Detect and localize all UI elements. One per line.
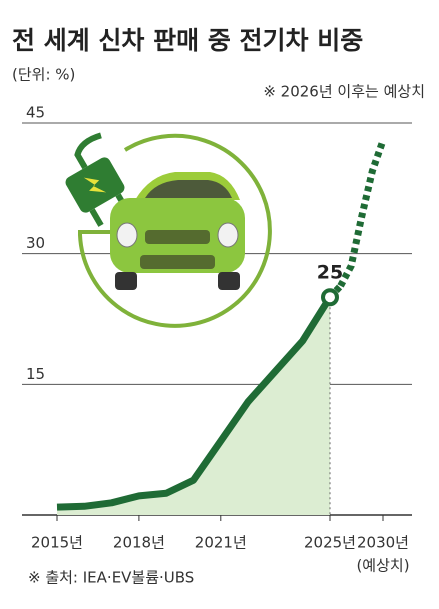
note: ※ 2026년 이후는 예상치 xyxy=(263,83,425,101)
forecast-line xyxy=(337,139,387,288)
chart-title: 전 세계 신차 판매 중 전기차 비중 xyxy=(12,26,363,55)
x-tick-label: 2015년 xyxy=(31,534,83,552)
y-tick-label: 30 xyxy=(26,234,45,252)
x-tick-label: 2025년 xyxy=(304,534,356,552)
subtitle: (단위: %) xyxy=(12,66,75,84)
x-tick-label: 2018년 xyxy=(113,534,165,552)
plot: 15 30 45 2015년 2018년 2021년 2025년 2030년 (예상치) 25 xyxy=(22,104,412,575)
source: ※ 출처: IEA·EV볼륨·UBS xyxy=(28,569,194,587)
illustration xyxy=(65,132,272,328)
data-label: 25 xyxy=(317,262,343,284)
forecast-label: (예상치) xyxy=(356,557,409,575)
y-tick-label: 45 xyxy=(26,104,45,122)
y-tick-label: 15 xyxy=(26,365,45,383)
area xyxy=(57,297,330,515)
x-tick-label: 2021년 xyxy=(195,534,247,552)
point-marker xyxy=(321,288,339,307)
line xyxy=(56,295,333,511)
x-tick-label: 2030년 xyxy=(357,534,409,552)
